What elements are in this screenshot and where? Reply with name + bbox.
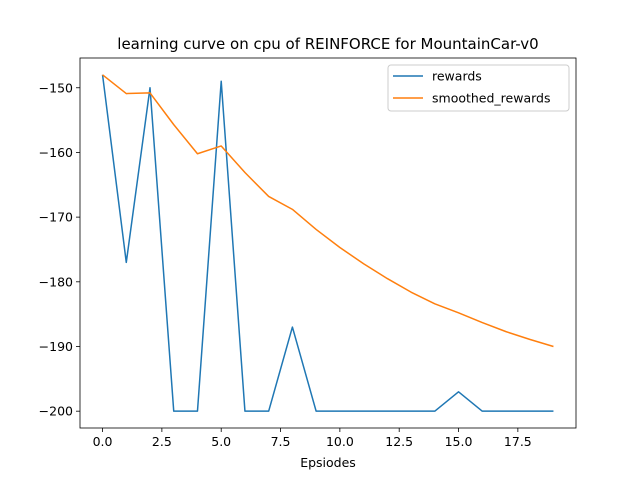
plot-frame	[79, 57, 577, 429]
chart-title: learning curve on cpu of REINFORCE for M…	[117, 35, 538, 53]
y-tick-label: −190	[39, 339, 73, 354]
x-tick-label: 2.5	[152, 434, 172, 449]
x-tick-label: 7.5	[271, 434, 291, 449]
legend-box	[387, 64, 570, 112]
legend-label-rewards: rewards	[432, 69, 482, 84]
y-tick-label: −200	[39, 404, 73, 419]
y-tick-label: −150	[39, 80, 73, 95]
y-tick-label: −160	[39, 145, 73, 160]
x-tick-label: 17.5	[504, 434, 532, 449]
legend-label-smoothed-rewards: smoothed_rewards	[432, 91, 551, 106]
y-tick-label: −180	[39, 274, 73, 289]
x-axis: 0.0 2.5 5.0 7.5 10.0 12.5 15.0 17.5	[93, 428, 532, 449]
x-tick-label: 15.0	[445, 434, 473, 449]
x-tick-label: 0.0	[93, 434, 113, 449]
legend: rewards smoothed_rewards	[387, 64, 570, 112]
series-line-rewards	[101, 74, 554, 412]
x-axis-label: Epsiodes	[300, 455, 356, 470]
series-layer	[101, 74, 554, 412]
y-axis: −150 −160 −170 −180 −190 −200	[39, 80, 80, 419]
x-tick-label: 10.0	[326, 434, 354, 449]
series-line-smoothed-rewards	[102, 74, 554, 348]
x-tick-label: 5.0	[211, 434, 231, 449]
x-tick-label: 12.5	[385, 434, 413, 449]
y-tick-label: −170	[39, 210, 73, 225]
